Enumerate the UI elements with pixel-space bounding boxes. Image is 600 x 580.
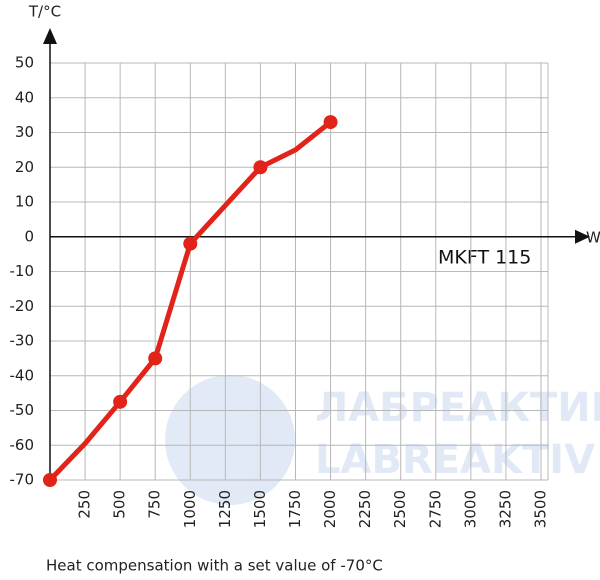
watermark: ЛАБРЕАКТИВ LABREAKTIV: [165, 375, 600, 505]
y-tick-label: 20: [15, 158, 34, 176]
x-tick-label: 1500: [251, 490, 269, 528]
x-tick-label: 3250: [496, 490, 514, 528]
y-tick-label: -40: [10, 366, 35, 384]
x-tick-label: 750: [146, 490, 164, 519]
point-marker: [113, 394, 128, 409]
x-axis-label: W: [586, 229, 600, 247]
annotation: MKFT 115: [438, 247, 531, 269]
point-marker: [148, 351, 163, 366]
y-tick-label: 40: [15, 88, 34, 106]
y-axis-label: T/°C: [28, 3, 61, 21]
point-marker: [323, 115, 338, 130]
y-tick-label: -70: [10, 471, 35, 489]
x-tick-label: 2750: [426, 490, 444, 528]
y-tick-label: 0: [24, 227, 34, 245]
point-marker: [253, 160, 268, 175]
watermark-text: ЛАБРЕАКТИВ: [315, 385, 600, 431]
x-tick-label: 250: [76, 490, 94, 519]
x-axis-arrow: [575, 229, 590, 244]
y-tick-label: 30: [15, 123, 34, 141]
x-tick-label: 3500: [531, 490, 549, 528]
point-marker: [183, 236, 198, 251]
x-tick-label: 2500: [391, 490, 409, 528]
x-tick-label: 1000: [181, 490, 199, 528]
x-tick-label: 2000: [321, 490, 339, 528]
watermark-logo: [165, 375, 295, 505]
x-tick-label: 3000: [461, 490, 479, 528]
x-tick-label: 500: [111, 490, 129, 519]
y-tick-label: -10: [10, 262, 35, 280]
y-axis-arrow: [43, 28, 57, 44]
x-tick-label: 1750: [286, 490, 304, 528]
x-tick-label: 2250: [356, 490, 374, 528]
y-tick-label: 10: [15, 193, 34, 211]
x-tick-label: 1250: [216, 490, 234, 528]
y-tick-label: 50: [15, 54, 34, 72]
y-tick-label: -30: [10, 332, 35, 350]
point-marker: [43, 473, 57, 487]
y-tick-label: -20: [10, 297, 35, 315]
watermark-text: LABREAKTIV: [315, 437, 595, 483]
caption: Heat compensation with a set value of -7…: [46, 557, 383, 575]
y-tick-label: -50: [10, 401, 35, 419]
y-tick-label: -60: [10, 436, 35, 454]
